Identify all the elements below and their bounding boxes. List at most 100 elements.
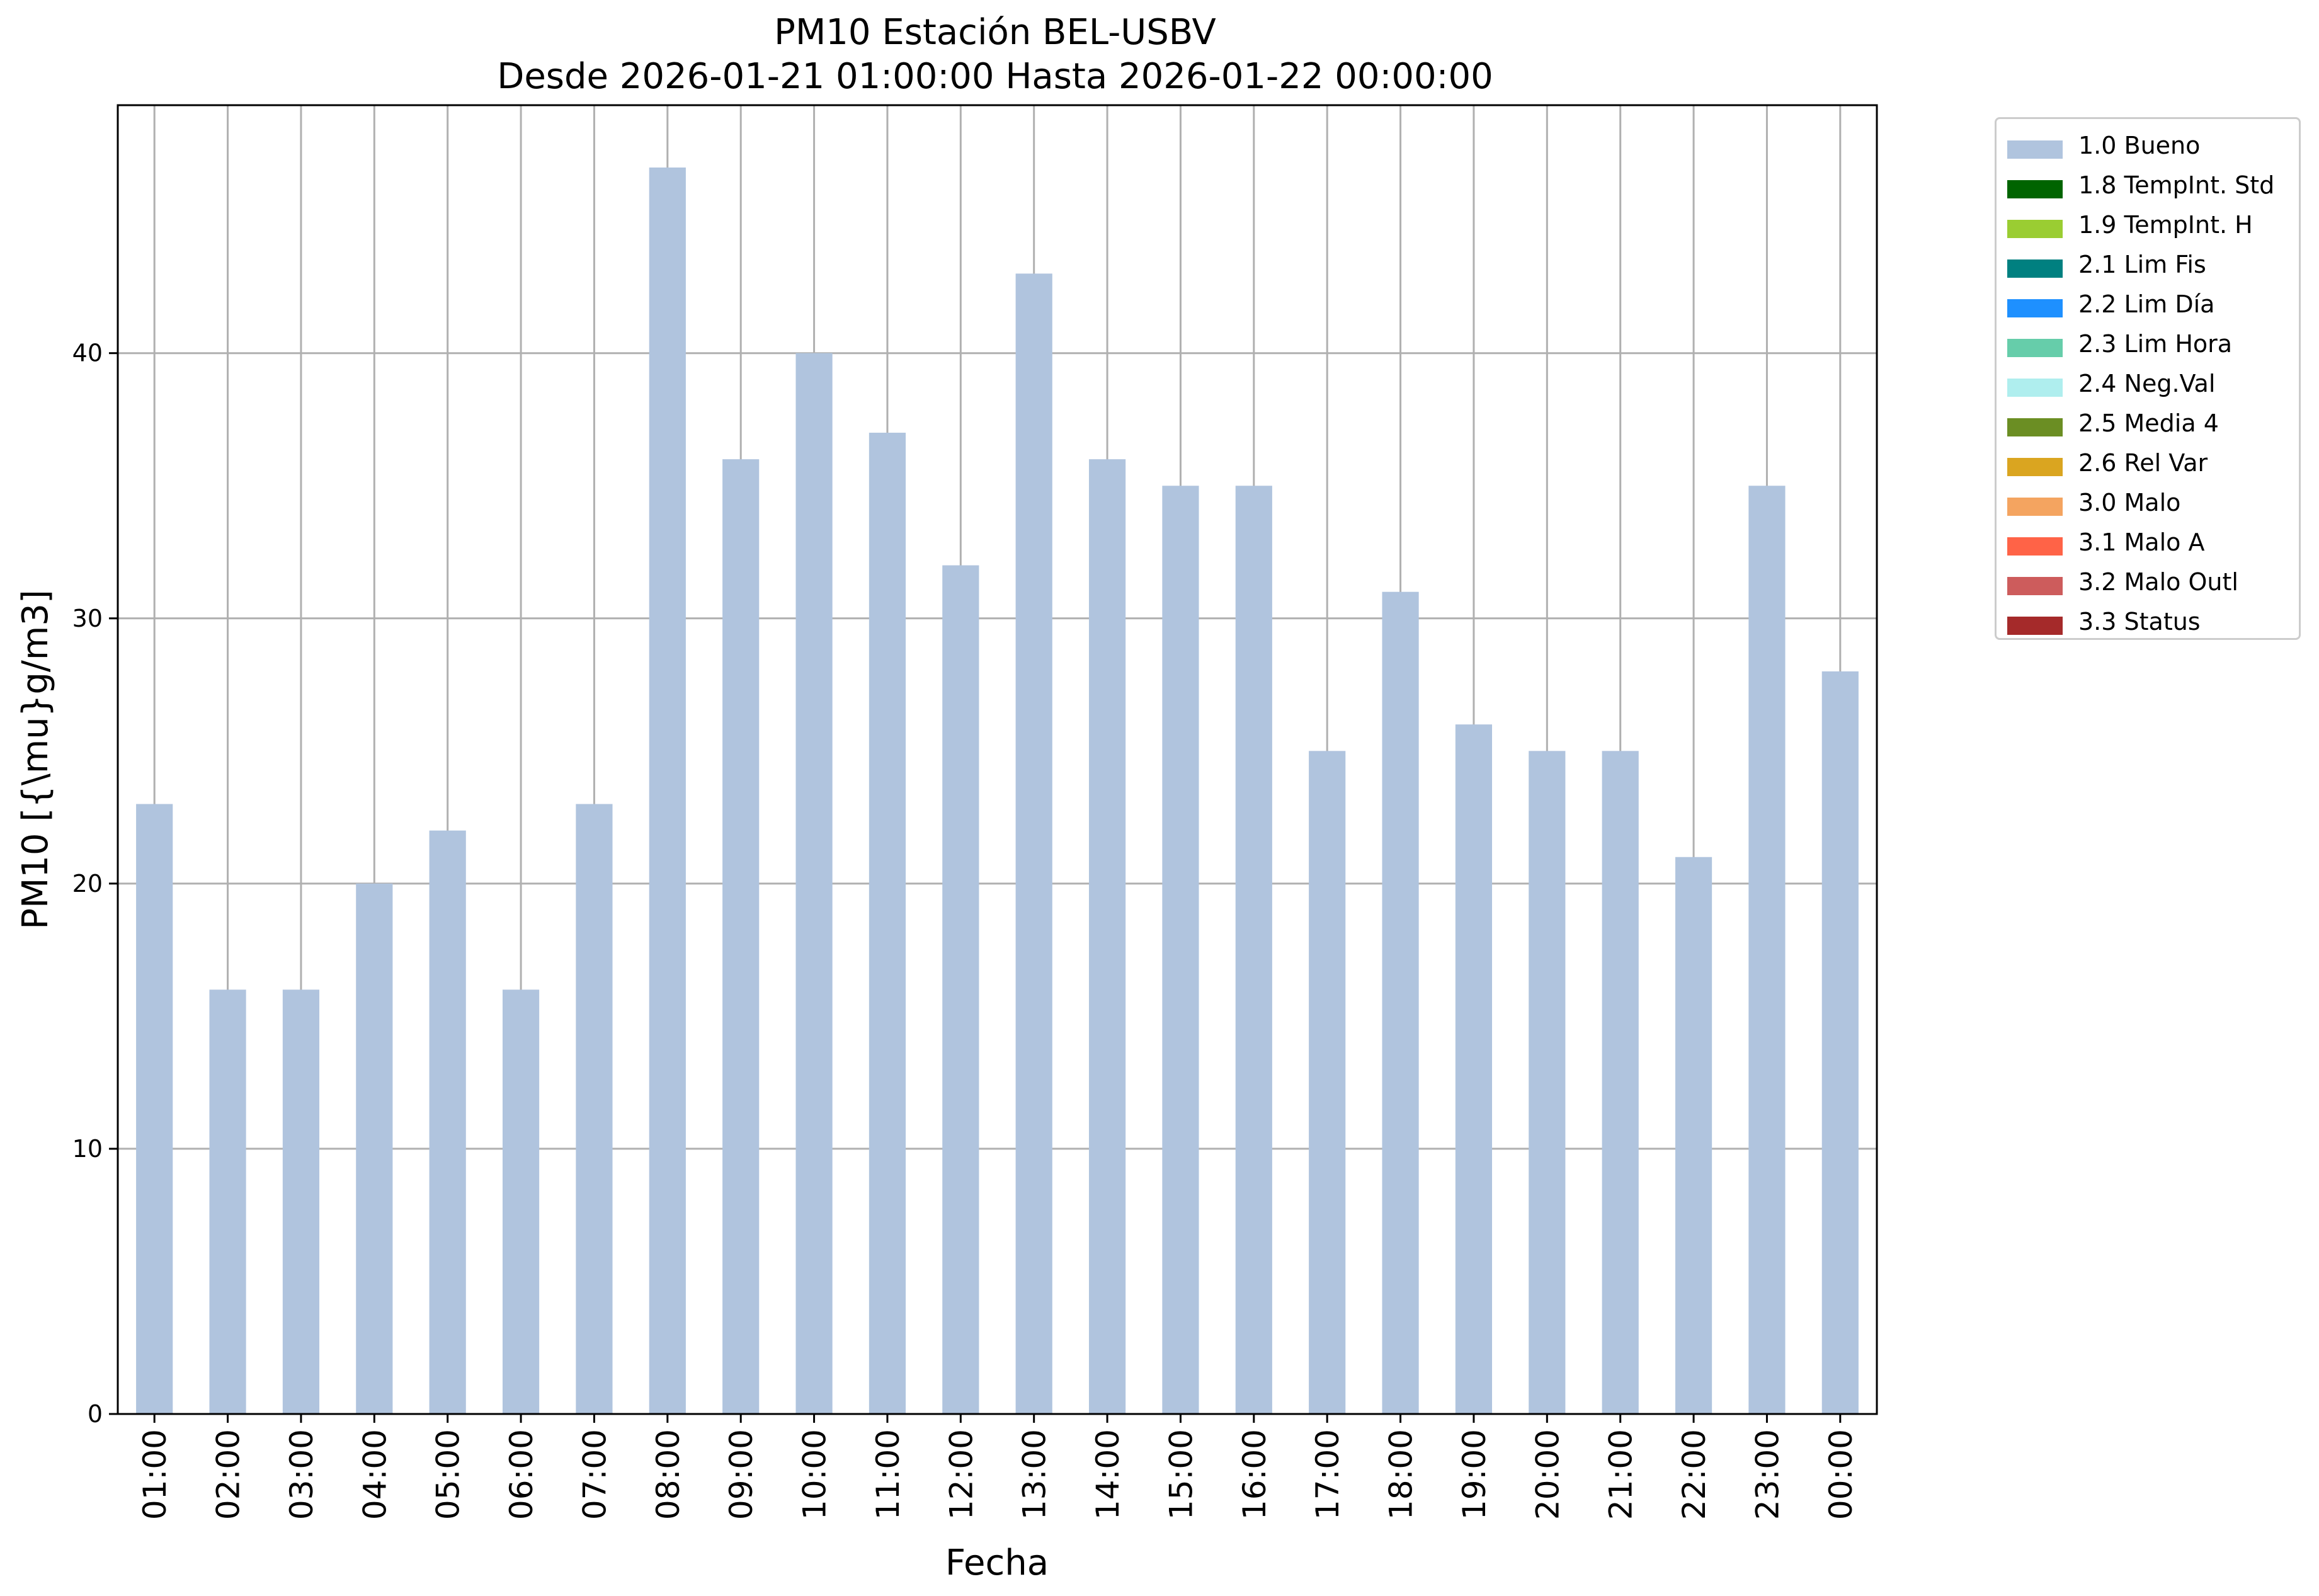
legend-item: 2.3 Lim Hora — [1997, 326, 2299, 365]
bar — [1088, 459, 1126, 1414]
x-axis: 01:00 02:00 03:00 04:00 05:00 06:00 07:00 08:00… — [137, 1414, 1859, 1520]
bar — [429, 830, 466, 1414]
legend-swatch — [2007, 180, 2063, 198]
legend-item: 2.2 Lim Día — [1997, 287, 2299, 326]
legend-item: 2.1 Lim Fis — [1997, 247, 2299, 286]
x-tick-label: 11:00 — [870, 1429, 906, 1520]
y-tick-label: 0 — [88, 1400, 103, 1428]
x-tick-label: 16:00 — [1236, 1429, 1273, 1520]
legend-item: 1.8 TempInt. Std — [1997, 168, 2299, 207]
legend-item: 3.2 Malo Outl — [1997, 564, 2299, 603]
x-tick-label: 12:00 — [943, 1429, 979, 1520]
bar — [1382, 591, 1419, 1415]
bar — [1529, 751, 1566, 1414]
x-tick-label: 23:00 — [1749, 1429, 1786, 1520]
bar — [1748, 486, 1786, 1414]
x-axis-label: Fecha — [945, 1542, 1049, 1583]
x-tick-label: 21:00 — [1603, 1429, 1639, 1520]
legend-item: 3.3 Status — [1997, 604, 2299, 643]
legend-label: 2.6 Rel Var — [2078, 449, 2208, 477]
legend-label: 3.2 Malo Outl — [2078, 568, 2238, 596]
bar — [942, 565, 979, 1415]
bar — [1309, 751, 1346, 1414]
legend-swatch — [2007, 140, 2063, 159]
bars — [136, 167, 1859, 1415]
legend-swatch — [2007, 418, 2063, 436]
y-axis: 0 10 20 30 40 — [72, 339, 118, 1428]
legend-label: 2.1 Lim Fis — [2078, 251, 2206, 278]
x-tick-label: 19:00 — [1456, 1429, 1493, 1520]
x-tick-label: 09:00 — [723, 1429, 760, 1520]
legend-swatch — [2007, 259, 2063, 278]
x-tick-label: 18:00 — [1383, 1429, 1420, 1520]
legend-label: 2.2 Lim Día — [2078, 290, 2215, 318]
legend-item: 2.5 Media 4 — [1997, 406, 2299, 445]
bar — [722, 459, 760, 1414]
x-tick-label: 15:00 — [1163, 1429, 1199, 1520]
x-tick-label: 10:00 — [797, 1429, 833, 1520]
legend: 1.0 Bueno 1.8 TempInt. Std 1.9 TempInt. H 2… — [1995, 117, 2301, 640]
legend-swatch — [2007, 537, 2063, 556]
x-tick-label: 03:00 — [283, 1429, 320, 1520]
x-tick-label: 00:00 — [1823, 1429, 1859, 1520]
bar — [1162, 486, 1199, 1414]
x-tick-label: 01:00 — [137, 1429, 173, 1520]
x-tick-label: 05:00 — [430, 1429, 467, 1520]
legend-label: 3.3 Status — [2078, 608, 2201, 636]
x-tick-label: 22:00 — [1676, 1429, 1712, 1520]
legend-item: 1.9 TempInt. H — [1997, 207, 2299, 246]
bar — [356, 883, 393, 1414]
bar — [1015, 273, 1052, 1414]
y-tick-label: 10 — [72, 1135, 103, 1163]
legend-label: 2.4 Neg.Val — [2078, 370, 2216, 397]
y-tick-label: 30 — [72, 605, 103, 632]
legend-label: 1.0 Bueno — [2078, 132, 2201, 159]
bar — [1235, 486, 1272, 1414]
legend-swatch — [2007, 577, 2063, 595]
bar — [795, 353, 833, 1415]
bar — [136, 804, 173, 1414]
x-tick-label: 14:00 — [1090, 1429, 1126, 1520]
bar — [1602, 751, 1639, 1414]
bar — [502, 989, 540, 1414]
legend-label: 1.8 TempInt. Std — [2078, 171, 2275, 199]
x-tick-label: 17:00 — [1309, 1429, 1346, 1520]
legend-swatch — [2007, 458, 2063, 476]
bar — [649, 167, 686, 1414]
x-tick-label: 02:00 — [210, 1429, 247, 1520]
legend-item: 1.0 Bueno — [1997, 128, 2299, 167]
bar — [282, 989, 320, 1414]
legend-swatch — [2007, 498, 2063, 516]
legend-item: 2.4 Neg.Val — [1997, 366, 2299, 405]
legend-label: 3.0 Malo — [2078, 489, 2181, 516]
legend-swatch — [2007, 299, 2063, 317]
legend-label: 2.5 Media 4 — [2078, 409, 2219, 437]
chart-subtitle: Desde 2026-01-21 01:00:00 Hasta 2026-01-… — [497, 56, 1493, 97]
bar — [576, 804, 613, 1414]
x-tick-label: 07:00 — [576, 1429, 613, 1520]
legend-swatch — [2007, 379, 2063, 397]
legend-swatch — [2007, 339, 2063, 357]
plot-frame — [117, 104, 1878, 1415]
x-tick-label: 20:00 — [1529, 1429, 1566, 1520]
x-tick-label: 04:00 — [356, 1429, 393, 1520]
legend-label: 1.9 TempInt. H — [2078, 211, 2253, 239]
x-tick-label: 13:00 — [1017, 1429, 1053, 1520]
bar — [869, 433, 906, 1414]
legend-swatch — [2007, 220, 2063, 238]
bar — [209, 989, 246, 1414]
bar — [1455, 724, 1493, 1414]
bar — [1821, 671, 1859, 1414]
legend-swatch — [2007, 617, 2063, 635]
y-tick-label: 20 — [72, 870, 103, 898]
legend-item: 3.0 Malo — [1997, 485, 2299, 524]
legend-item: 2.6 Rel Var — [1997, 445, 2299, 484]
y-tick-label: 40 — [72, 339, 103, 367]
bar — [1675, 857, 1712, 1414]
chart-title: PM10 Estación BEL-USBV — [774, 12, 1216, 53]
x-tick-label: 08:00 — [650, 1429, 687, 1520]
legend-item: 3.1 Malo A — [1997, 525, 2299, 564]
x-tick-label: 06:00 — [503, 1429, 540, 1520]
y-axis-label: PM10 [{\mu}g/m3] — [15, 590, 56, 930]
